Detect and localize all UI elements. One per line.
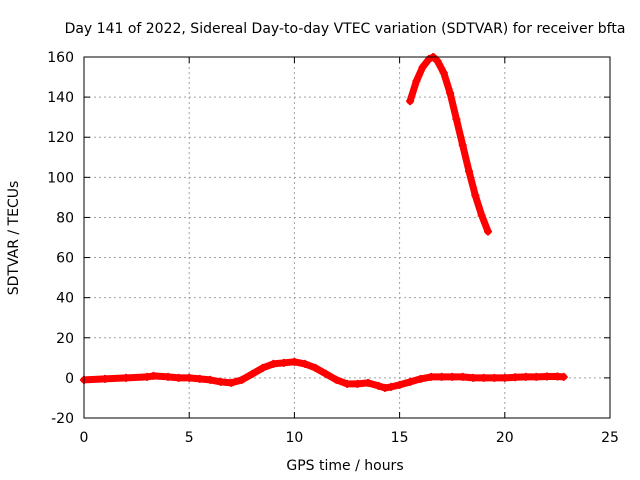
data-point	[258, 363, 267, 372]
data-point	[206, 375, 215, 384]
grid	[84, 57, 610, 418]
data-point	[427, 372, 436, 381]
data-point	[479, 373, 488, 382]
data-point	[380, 383, 389, 392]
data-point	[500, 373, 509, 382]
data-point	[143, 372, 152, 381]
x-tick-label: 0	[80, 430, 89, 446]
y-tick-label: 20	[56, 331, 74, 347]
data-point	[559, 372, 568, 381]
data-point	[452, 115, 461, 124]
y-tick-label: -20	[51, 411, 74, 427]
data-point	[332, 375, 341, 384]
series-line	[406, 53, 492, 235]
x-tick-label: 20	[496, 430, 514, 446]
data-point	[490, 373, 499, 382]
data-point	[458, 372, 467, 381]
data-point	[122, 373, 131, 382]
data-point	[248, 369, 257, 378]
data-point	[471, 191, 480, 200]
y-tick-label: 120	[47, 130, 74, 146]
data-point	[195, 374, 204, 383]
y-tick-label: 80	[56, 210, 74, 226]
data-point	[364, 378, 373, 387]
x-tick-label: 10	[285, 430, 303, 446]
data-point	[216, 377, 225, 386]
data-point	[395, 380, 404, 389]
data-point	[521, 372, 530, 381]
data-point	[412, 77, 421, 86]
y-tick-label: 100	[47, 170, 74, 186]
data-point	[353, 379, 362, 388]
data-point	[387, 382, 396, 391]
data-point	[465, 167, 474, 176]
data-point	[185, 373, 194, 382]
data-point	[406, 377, 415, 386]
data-point	[433, 57, 442, 66]
y-axis-label: SDTVAR / TECUs	[6, 181, 22, 296]
data-point	[469, 373, 478, 382]
x-axis-label: GPS time / hours	[286, 458, 403, 474]
data-point	[311, 363, 320, 372]
y-tick-label: 0	[65, 371, 74, 387]
data-point	[343, 379, 351, 388]
data-point	[483, 227, 492, 236]
chart-title: Day 141 of 2022, Sidereal Day-to-day VTE…	[65, 21, 626, 37]
data-point	[406, 97, 415, 106]
data-point	[374, 381, 383, 390]
data-point	[511, 373, 520, 382]
data-point	[300, 359, 309, 368]
data-point	[321, 369, 330, 378]
data-point	[446, 89, 455, 98]
data-point	[416, 374, 425, 383]
y-tick-label: 40	[56, 291, 74, 307]
data-point	[425, 55, 434, 64]
data-point	[269, 359, 278, 368]
data-point	[448, 372, 457, 381]
y-tick-label: 140	[47, 90, 74, 106]
series-layer	[80, 53, 568, 392]
data-point	[227, 378, 236, 387]
data-point	[532, 372, 541, 381]
data-point	[290, 357, 299, 366]
data-point	[437, 372, 446, 381]
plot-frame	[83, 56, 611, 419]
y-tick-label: 160	[47, 50, 74, 66]
data-point	[164, 372, 173, 381]
data-point	[174, 373, 183, 382]
data-point	[439, 69, 448, 78]
data-point	[279, 358, 288, 367]
data-point	[418, 63, 427, 72]
x-tick-label: 25	[601, 430, 619, 446]
data-point	[542, 372, 551, 381]
axis-ticks: 0 5 10 15 20 25 -20 0 20 40 60 80 100 120 140 160	[47, 50, 619, 446]
data-point	[149, 371, 158, 380]
x-tick-label: 15	[391, 430, 409, 446]
x-tick-label: 5	[185, 430, 194, 446]
data-point	[237, 375, 246, 384]
data-point	[477, 211, 486, 220]
data-point	[101, 374, 110, 383]
y-tick-label: 60	[56, 251, 74, 267]
data-point	[458, 141, 467, 150]
